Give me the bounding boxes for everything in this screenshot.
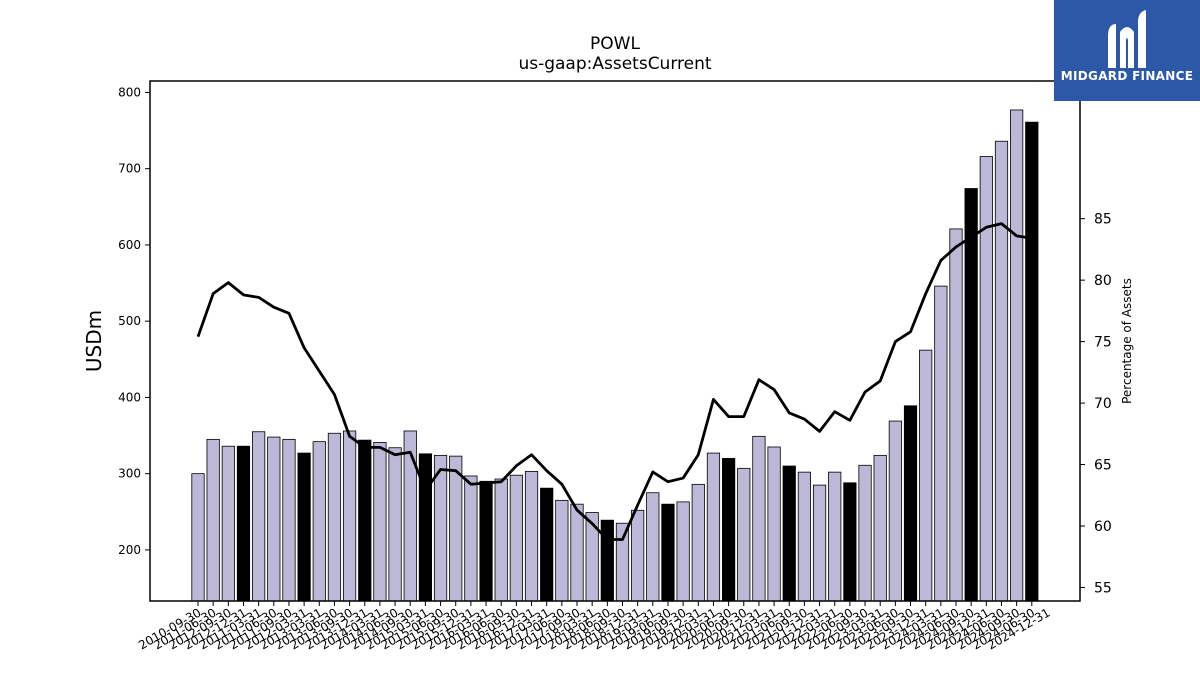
bar xyxy=(388,447,402,602)
bar xyxy=(752,435,766,602)
y-tick-label: 300 xyxy=(118,467,141,481)
y2-tick-label: 80 xyxy=(1094,273,1112,289)
bar xyxy=(479,480,493,602)
bar xyxy=(297,452,311,602)
bar xyxy=(737,467,751,602)
plot-frame xyxy=(149,80,1081,602)
bar xyxy=(903,405,918,602)
bar xyxy=(1010,109,1024,602)
y2-tick-label: 60 xyxy=(1094,519,1112,535)
bar xyxy=(509,474,523,602)
bar xyxy=(600,519,614,602)
chart-subtitle: us-gaap:AssetsCurrent xyxy=(518,54,711,74)
bar xyxy=(888,420,902,602)
bar xyxy=(934,285,948,602)
bar xyxy=(919,349,933,602)
bar xyxy=(524,470,539,602)
bar xyxy=(236,445,251,602)
bar xyxy=(312,441,326,602)
y-tick-label: 400 xyxy=(118,390,141,404)
bar xyxy=(782,465,796,602)
bar xyxy=(373,442,387,602)
bar xyxy=(327,432,342,602)
bar xyxy=(585,512,599,602)
bar-series xyxy=(191,109,1039,602)
bar xyxy=(403,430,417,602)
y2-tick-label: 85 xyxy=(1094,212,1112,228)
bar xyxy=(464,475,478,602)
bar xyxy=(812,484,827,602)
y-tick-label: 500 xyxy=(118,314,141,328)
bar xyxy=(873,454,887,602)
bar xyxy=(964,188,978,602)
bar xyxy=(767,446,781,602)
bar xyxy=(555,499,569,602)
bar xyxy=(631,509,645,602)
bar xyxy=(661,503,675,602)
percentage-line xyxy=(196,222,1033,541)
y-tick-label: 700 xyxy=(118,162,141,176)
y2-tick-label: 65 xyxy=(1094,458,1112,474)
midgard-logo-icon xyxy=(1108,10,1146,68)
bar xyxy=(646,492,660,602)
bar xyxy=(267,436,281,602)
line-series xyxy=(196,222,1033,541)
y-axis-label-left: USDm xyxy=(82,310,106,372)
y-axis-right: 55 60 65 70 75 80 85 xyxy=(1080,212,1112,596)
bar xyxy=(191,473,205,602)
bar xyxy=(540,487,554,602)
bar xyxy=(1025,121,1039,602)
bar xyxy=(342,430,357,602)
bar xyxy=(994,140,1009,602)
bar xyxy=(706,452,721,602)
x-axis: 2010-09-302011-06-302012-09-302012-12-31… xyxy=(136,601,1052,652)
bar xyxy=(722,458,736,602)
bar xyxy=(282,438,296,602)
bar xyxy=(843,482,857,602)
y-tick-label: 800 xyxy=(118,85,141,99)
y2-tick-label: 55 xyxy=(1094,580,1112,596)
bar xyxy=(570,503,584,602)
bar xyxy=(691,483,705,602)
bar xyxy=(797,471,812,602)
bar xyxy=(676,501,690,602)
bar xyxy=(494,478,508,602)
y-axis-left: 200 300 400 500 600 700 800 xyxy=(118,85,150,557)
y2-tick-label: 75 xyxy=(1094,335,1112,351)
y2-tick-label: 70 xyxy=(1094,396,1112,412)
y-tick-label: 200 xyxy=(118,543,141,557)
y-tick-label: 600 xyxy=(118,238,141,252)
y-axis-label-right: Percentage of Assets xyxy=(1120,278,1134,404)
bar xyxy=(358,439,372,602)
bar xyxy=(449,455,463,602)
bar xyxy=(615,522,630,602)
chart-title: POWL xyxy=(590,34,640,54)
logo-text: MIDGARD FINANCE xyxy=(1060,69,1194,83)
bar xyxy=(858,464,872,602)
bar xyxy=(206,438,220,602)
bar xyxy=(252,431,266,602)
bar xyxy=(828,471,842,602)
bar xyxy=(949,228,963,602)
bar xyxy=(979,156,993,602)
midgard-finance-logo: MIDGARD FINANCE xyxy=(1054,0,1200,101)
bar xyxy=(221,445,235,602)
